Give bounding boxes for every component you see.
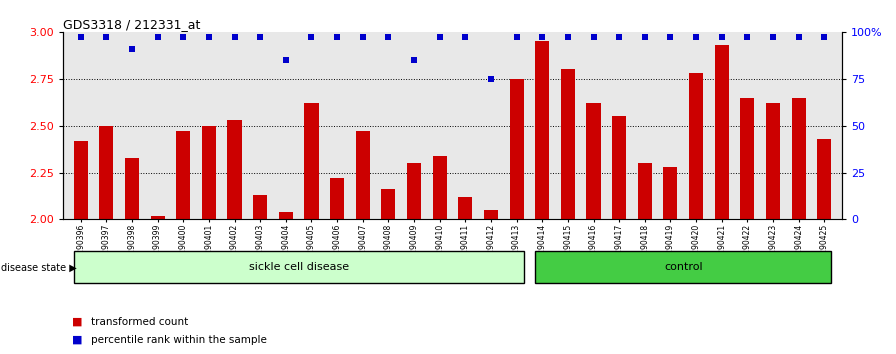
Point (407, 57, 421, 63)
FancyBboxPatch shape (535, 251, 831, 283)
Point (381, 35, 395, 40)
Bar (305, 103, 318, 219)
Bar (228, 120, 242, 219)
Point (253, 35, 267, 40)
Point (228, 35, 242, 40)
Point (740, 35, 754, 40)
Text: control: control (664, 262, 702, 272)
Bar (407, 163, 421, 219)
Bar (279, 212, 293, 219)
Text: transformed count: transformed count (91, 317, 189, 327)
Point (484, 76, 498, 81)
Bar (484, 210, 498, 219)
Bar (510, 79, 523, 219)
Bar (151, 216, 165, 219)
Point (99, 35, 114, 40)
Text: disease state ▶: disease state ▶ (1, 262, 77, 272)
Point (535, 35, 549, 40)
Point (663, 35, 677, 40)
Bar (535, 41, 549, 219)
Bar (689, 73, 703, 219)
Bar (202, 126, 216, 219)
Point (279, 57, 293, 63)
Text: sickle cell disease: sickle cell disease (248, 262, 349, 272)
Point (714, 35, 728, 40)
Bar (791, 98, 806, 219)
Bar (561, 69, 575, 219)
Bar (330, 178, 344, 219)
Bar (99, 126, 114, 219)
Point (151, 35, 165, 40)
Bar (715, 45, 728, 219)
Point (766, 35, 780, 40)
Point (177, 35, 191, 40)
Bar (740, 98, 754, 219)
FancyBboxPatch shape (73, 251, 523, 283)
Point (638, 35, 652, 40)
Point (689, 35, 703, 40)
Point (356, 35, 370, 40)
Point (458, 35, 472, 40)
Point (433, 35, 447, 40)
Point (510, 35, 524, 40)
Point (305, 35, 319, 40)
Bar (433, 156, 447, 219)
Bar (382, 189, 395, 219)
Bar (766, 103, 780, 219)
Text: ■: ■ (72, 317, 86, 327)
Point (817, 35, 831, 40)
Point (73, 35, 88, 40)
Bar (638, 163, 652, 219)
Bar (817, 139, 831, 219)
Bar (356, 131, 370, 219)
Text: percentile rank within the sample: percentile rank within the sample (91, 335, 267, 345)
Point (330, 35, 344, 40)
Point (561, 35, 575, 40)
Bar (73, 141, 88, 219)
Text: GDS3318 / 212331_at: GDS3318 / 212331_at (63, 18, 200, 31)
Point (791, 35, 806, 40)
Bar (612, 116, 626, 219)
Text: ■: ■ (72, 335, 86, 345)
Bar (587, 103, 600, 219)
Bar (253, 195, 267, 219)
Point (586, 35, 600, 40)
Bar (177, 131, 190, 219)
Point (612, 35, 626, 40)
Point (202, 35, 216, 40)
Bar (458, 197, 472, 219)
Bar (663, 167, 677, 219)
Point (125, 46, 139, 52)
Bar (125, 158, 139, 219)
